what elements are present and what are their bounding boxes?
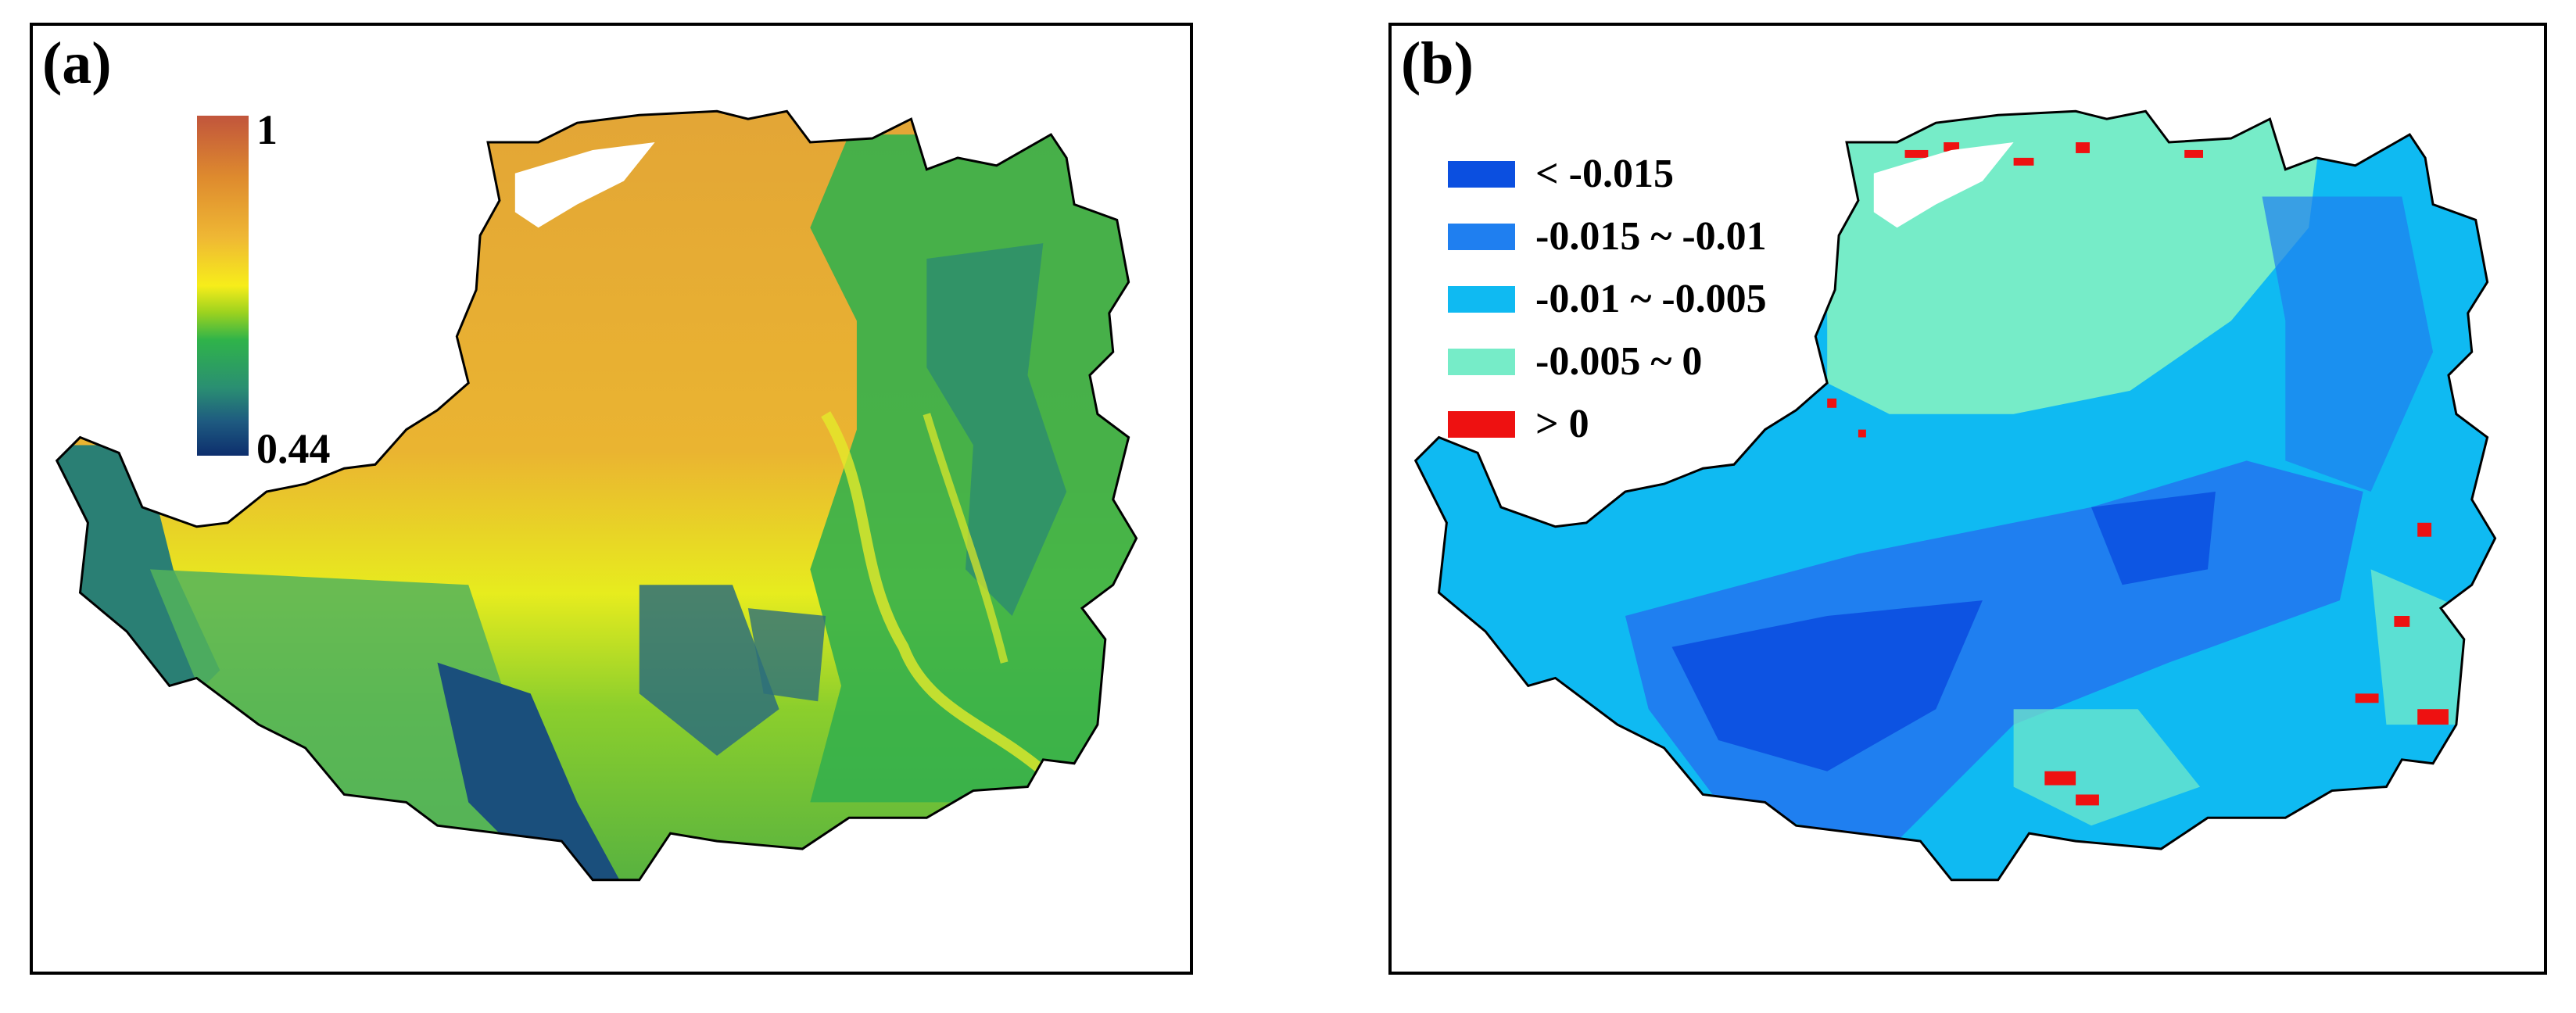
legend-swatch [1448,224,1515,250]
legend-swatch [1448,161,1515,188]
legend-label: > 0 [1535,402,1589,446]
legend: < -0.015 -0.015 ~ -0.01 -0.01 ~ -0.005 -… [1448,143,1767,456]
panel-b-label: (b) [1401,30,1474,96]
colorbar-min-label: 0.44 [256,425,331,472]
legend-item: -0.005 ~ 0 [1448,331,1767,393]
legend-label: -0.015 ~ -0.01 [1535,214,1767,259]
legend-item: -0.01 ~ -0.005 [1448,268,1767,331]
map-panel-b: (b) < -0.015 -0.015 ~ -0.01 -0.01 ~ -0.0… [1388,23,2547,975]
map-panel-a: (a) 1 0.44 [30,23,1193,975]
legend-label: -0.005 ~ 0 [1535,339,1703,384]
panel-a-label: (a) [42,30,112,96]
map-b-svg [1414,109,2497,882]
legend-item: > 0 [1448,393,1767,456]
legend-label: -0.01 ~ -0.005 [1535,277,1767,321]
legend-swatch [1448,286,1515,313]
legend-label: < -0.015 [1535,152,1674,196]
colorbar-max-label: 1 [256,106,278,153]
legend-item: < -0.015 [1448,143,1767,206]
legend-item: -0.015 ~ -0.01 [1448,206,1767,268]
colorbar [197,116,249,456]
legend-swatch [1448,411,1515,438]
legend-swatch [1448,349,1515,375]
map-a-svg [56,109,1138,882]
